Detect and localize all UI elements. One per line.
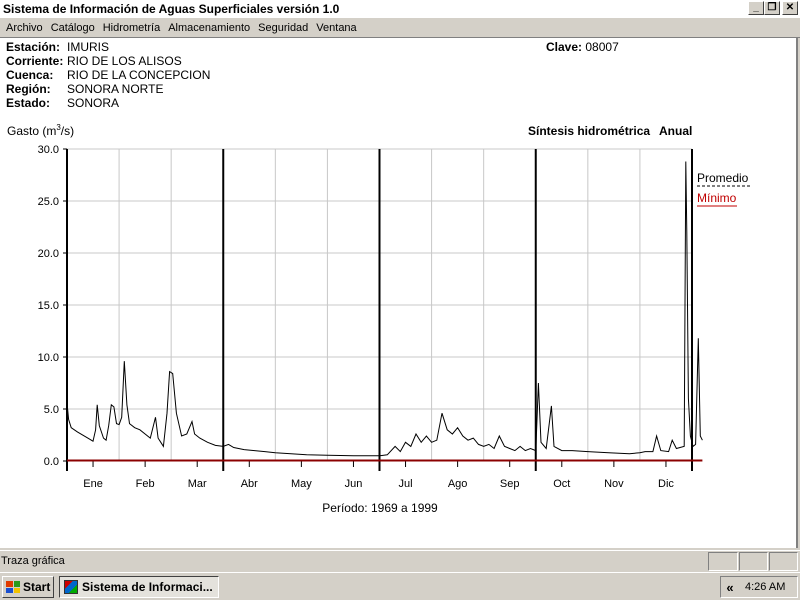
y-tick-label: 5.0 — [44, 404, 59, 416]
stream-row: Corriente: RIO DE LOS ALISOS — [6, 54, 210, 68]
state-row: Estado: SONORA — [6, 96, 210, 110]
status-text: Traza gráfica — [1, 555, 65, 567]
station-value: IMURIS — [67, 40, 109, 54]
region-value: SONORA NORTE — [67, 82, 164, 96]
stream-label: Corriente: — [6, 54, 64, 68]
tray-expand-icon[interactable]: « — [726, 579, 734, 595]
taskbar: Start Sistema de Informaci... « 4:26 AM — [0, 572, 800, 600]
x-tick-label: May — [291, 478, 312, 490]
station-row: Estación: IMURIS — [6, 40, 210, 54]
menu-almacenamiento[interactable]: Almacenamiento — [168, 21, 251, 34]
station-info: Estación: IMURIS Corriente: RIO DE LOS ALI… — [6, 40, 210, 110]
chart-axes: 0.0 5.0 10.0 15.0 20.0 25.0 30.0 Ene Feb Mar Abr Ma… — [38, 144, 693, 490]
menu-hidrometria[interactable]: Hidrometría — [102, 21, 161, 34]
series-promedio-line — [66, 161, 703, 457]
menu-bar: Archivo Catálogo Hidrometría Almacenamie… — [0, 18, 800, 38]
x-tick-label: Dic — [658, 478, 674, 490]
station-key-label: Clave: — [546, 40, 583, 54]
status-panel-2 — [739, 552, 768, 571]
station-key-value: 08007 — [585, 40, 619, 54]
y-tick-label: 20.0 — [38, 248, 59, 260]
window-titlebar[interactable]: Sistema de Información de Aguas Superfic… — [0, 0, 800, 18]
close-button[interactable]: ✕ — [782, 1, 798, 15]
status-bar: Traza gráfica — [0, 550, 800, 571]
menu-ventana[interactable]: Ventana — [316, 21, 357, 34]
restore-button[interactable]: ❐ — [764, 1, 780, 15]
y-tick-label: 0.0 — [44, 456, 59, 468]
x-tick-label: Nov — [604, 478, 624, 490]
period-label: Período: 1969 a 1999 — [322, 501, 438, 515]
station-key: Clave: 08007 — [546, 40, 619, 54]
x-tick-label: Jul — [399, 478, 413, 490]
basin-value: RIO DE LA CONCEPCION — [67, 68, 211, 82]
y-axis-label: Gasto (m3/s) — [7, 123, 74, 138]
app-icon — [64, 580, 78, 594]
stream-value: RIO DE LOS ALISOS — [67, 54, 182, 68]
menu-seguridad[interactable]: Seguridad — [258, 21, 309, 34]
x-tick-label: Jun — [345, 478, 363, 490]
hydrograph-chart: Gasto (m3/s) Síntesis hidrométrica Anual… — [7, 123, 751, 515]
y-tick-label: 25.0 — [38, 196, 59, 208]
x-tick-label: Abr — [241, 478, 258, 490]
status-panel-3 — [769, 552, 798, 571]
chart-series — [66, 161, 703, 462]
legend-minimo-label: Mínimo — [697, 191, 737, 205]
status-panel-1 — [708, 552, 738, 571]
x-tick-label: Sep — [500, 478, 520, 490]
taskbar-app-button[interactable]: Sistema de Informaci... — [59, 576, 219, 598]
taskbar-app-label: Sistema de Informaci... — [82, 580, 213, 594]
window-title: Sistema de Información de Aguas Superfic… — [3, 2, 340, 16]
tray-clock: 4:26 AM — [745, 581, 786, 593]
region-row: Región: SONORA NORTE — [6, 82, 210, 96]
x-tick-label: Oct — [553, 478, 570, 490]
legend-promedio-label: Promedio — [697, 171, 749, 185]
station-label: Estación: — [6, 40, 61, 54]
x-tick-label: Feb — [136, 478, 155, 490]
x-tick-label: Mar — [188, 478, 207, 490]
menu-catalogo[interactable]: Catálogo — [50, 21, 95, 34]
y-tick-label: 10.0 — [38, 352, 59, 364]
x-tick-label: Ago — [448, 478, 468, 490]
state-label: Estado: — [6, 96, 51, 110]
x-tick-label: Ene — [83, 478, 103, 490]
chart-subtitle: Anual — [659, 124, 692, 138]
start-button[interactable]: Start — [2, 576, 54, 598]
chart-legend: Promedio Mínimo — [697, 171, 751, 207]
minimize-button[interactable]: _ — [748, 1, 764, 15]
menu-archivo[interactable]: Archivo — [6, 21, 43, 34]
y-tick-label: 15.0 — [38, 300, 59, 312]
region-label: Región: — [6, 82, 51, 96]
start-label: Start — [23, 580, 51, 594]
system-tray: « 4:26 AM — [720, 576, 798, 598]
basin-row: Cuenca: RIO DE LA CONCEPCION — [6, 68, 210, 82]
y-tick-label: 30.0 — [38, 144, 59, 156]
state-value: SONORA — [67, 96, 120, 110]
chart-title: Síntesis hidrométrica — [528, 124, 650, 138]
windows-logo-icon — [6, 581, 20, 593]
basin-label: Cuenca: — [6, 68, 54, 82]
window-controls: _ ❐ ✕ — [748, 1, 798, 15]
graph-window: Estación: IMURIS Corriente: RIO DE LOS ALI… — [0, 38, 798, 548]
